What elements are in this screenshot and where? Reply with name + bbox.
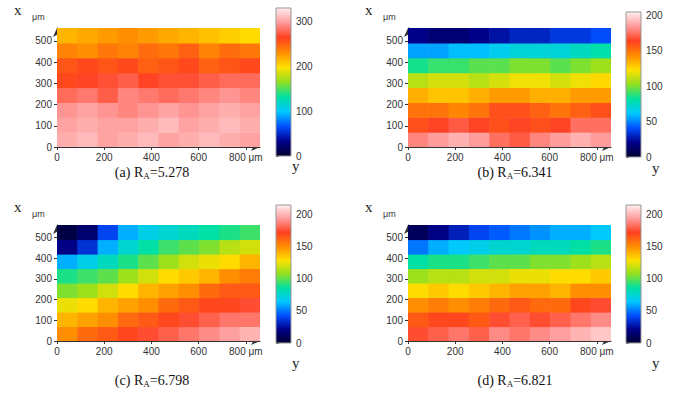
svg-text:200: 200 xyxy=(447,346,464,357)
svg-text:800 μm: 800 μm xyxy=(229,346,263,357)
svg-text:200: 200 xyxy=(386,294,403,305)
svg-text:400: 400 xyxy=(143,346,160,357)
svg-text:800 μm: 800 μm xyxy=(580,346,614,357)
svg-text:y: y xyxy=(292,355,300,371)
svg-text:0: 0 xyxy=(296,338,302,349)
svg-text:200: 200 xyxy=(35,294,52,305)
svg-text:0: 0 xyxy=(54,346,60,357)
svg-text:200: 200 xyxy=(35,99,52,110)
svg-text:μm: μm xyxy=(383,12,396,22)
svg-text:600: 600 xyxy=(541,152,558,163)
svg-text:(d) R: (d) R xyxy=(477,373,507,389)
svg-text:A: A xyxy=(506,171,514,181)
svg-text:0: 0 xyxy=(54,152,60,163)
svg-text:800 μm: 800 μm xyxy=(229,152,263,163)
svg-text:400: 400 xyxy=(35,57,52,68)
svg-text:=5.278: =5.278 xyxy=(150,165,189,180)
svg-text:150: 150 xyxy=(646,241,663,252)
svg-text:400: 400 xyxy=(35,253,52,264)
svg-text:0: 0 xyxy=(646,338,652,349)
svg-text:400: 400 xyxy=(386,57,403,68)
svg-text:400: 400 xyxy=(494,346,511,357)
svg-text:x: x xyxy=(365,2,373,18)
svg-text:y: y xyxy=(292,157,300,174)
svg-text:200: 200 xyxy=(96,346,113,357)
svg-text:0: 0 xyxy=(397,336,403,347)
svg-text:(c) R: (c) R xyxy=(115,373,144,389)
svg-text:μm: μm xyxy=(32,12,45,22)
svg-text:A: A xyxy=(143,171,150,181)
svg-text:200: 200 xyxy=(646,209,663,220)
svg-text:500: 500 xyxy=(35,35,52,46)
svg-text:=6.798: =6.798 xyxy=(150,373,189,388)
svg-text:0: 0 xyxy=(296,151,302,162)
svg-text:200: 200 xyxy=(296,209,313,220)
svg-text:=6.341: =6.341 xyxy=(513,165,552,180)
svg-text:300: 300 xyxy=(35,273,52,284)
svg-text:(b) R: (b) R xyxy=(477,165,507,181)
svg-text:600: 600 xyxy=(190,346,207,357)
svg-text:800 μm: 800 μm xyxy=(580,152,614,163)
svg-text:μm: μm xyxy=(32,209,45,219)
svg-text:300: 300 xyxy=(386,78,403,89)
svg-text:0: 0 xyxy=(397,142,403,153)
svg-text:150: 150 xyxy=(296,241,313,252)
svg-text:100: 100 xyxy=(386,120,403,131)
svg-text:200: 200 xyxy=(646,10,663,21)
svg-text:x: x xyxy=(14,2,22,18)
svg-text:0: 0 xyxy=(405,346,411,357)
svg-text:600: 600 xyxy=(541,346,558,357)
svg-text:300: 300 xyxy=(35,78,52,89)
svg-text:0: 0 xyxy=(646,152,652,163)
svg-text:200: 200 xyxy=(447,152,464,163)
svg-text:500: 500 xyxy=(386,232,403,243)
svg-text:50: 50 xyxy=(646,116,658,127)
svg-text:50: 50 xyxy=(646,305,658,316)
svg-text:150: 150 xyxy=(646,45,663,56)
svg-text:x: x xyxy=(14,199,22,215)
svg-text:600: 600 xyxy=(190,152,207,163)
svg-text:(a) R: (a) R xyxy=(115,165,144,181)
svg-text:100: 100 xyxy=(646,273,663,284)
svg-text:500: 500 xyxy=(386,35,403,46)
svg-text:μm: μm xyxy=(383,209,396,219)
svg-text:100: 100 xyxy=(296,106,313,117)
svg-text:A: A xyxy=(143,379,150,389)
svg-text:0: 0 xyxy=(46,142,52,153)
svg-text:400: 400 xyxy=(494,152,511,163)
svg-text:100: 100 xyxy=(35,315,52,326)
svg-text:500: 500 xyxy=(35,232,52,243)
svg-text:200: 200 xyxy=(296,61,313,72)
svg-text:100: 100 xyxy=(296,273,313,284)
svg-text:y: y xyxy=(652,160,660,176)
svg-text:=6.821: =6.821 xyxy=(513,373,552,388)
svg-text:300: 300 xyxy=(296,16,313,27)
svg-text:100: 100 xyxy=(386,315,403,326)
svg-text:100: 100 xyxy=(35,120,52,131)
svg-text:y: y xyxy=(652,355,660,371)
svg-text:400: 400 xyxy=(143,152,160,163)
svg-text:50: 50 xyxy=(296,305,308,316)
svg-text:0: 0 xyxy=(46,336,52,347)
svg-text:300: 300 xyxy=(386,273,403,284)
svg-text:100: 100 xyxy=(646,81,663,92)
svg-text:x: x xyxy=(365,199,373,215)
svg-text:0: 0 xyxy=(405,152,411,163)
svg-text:200: 200 xyxy=(386,99,403,110)
svg-text:200: 200 xyxy=(96,152,113,163)
svg-text:A: A xyxy=(506,379,514,389)
svg-text:400: 400 xyxy=(386,253,403,264)
